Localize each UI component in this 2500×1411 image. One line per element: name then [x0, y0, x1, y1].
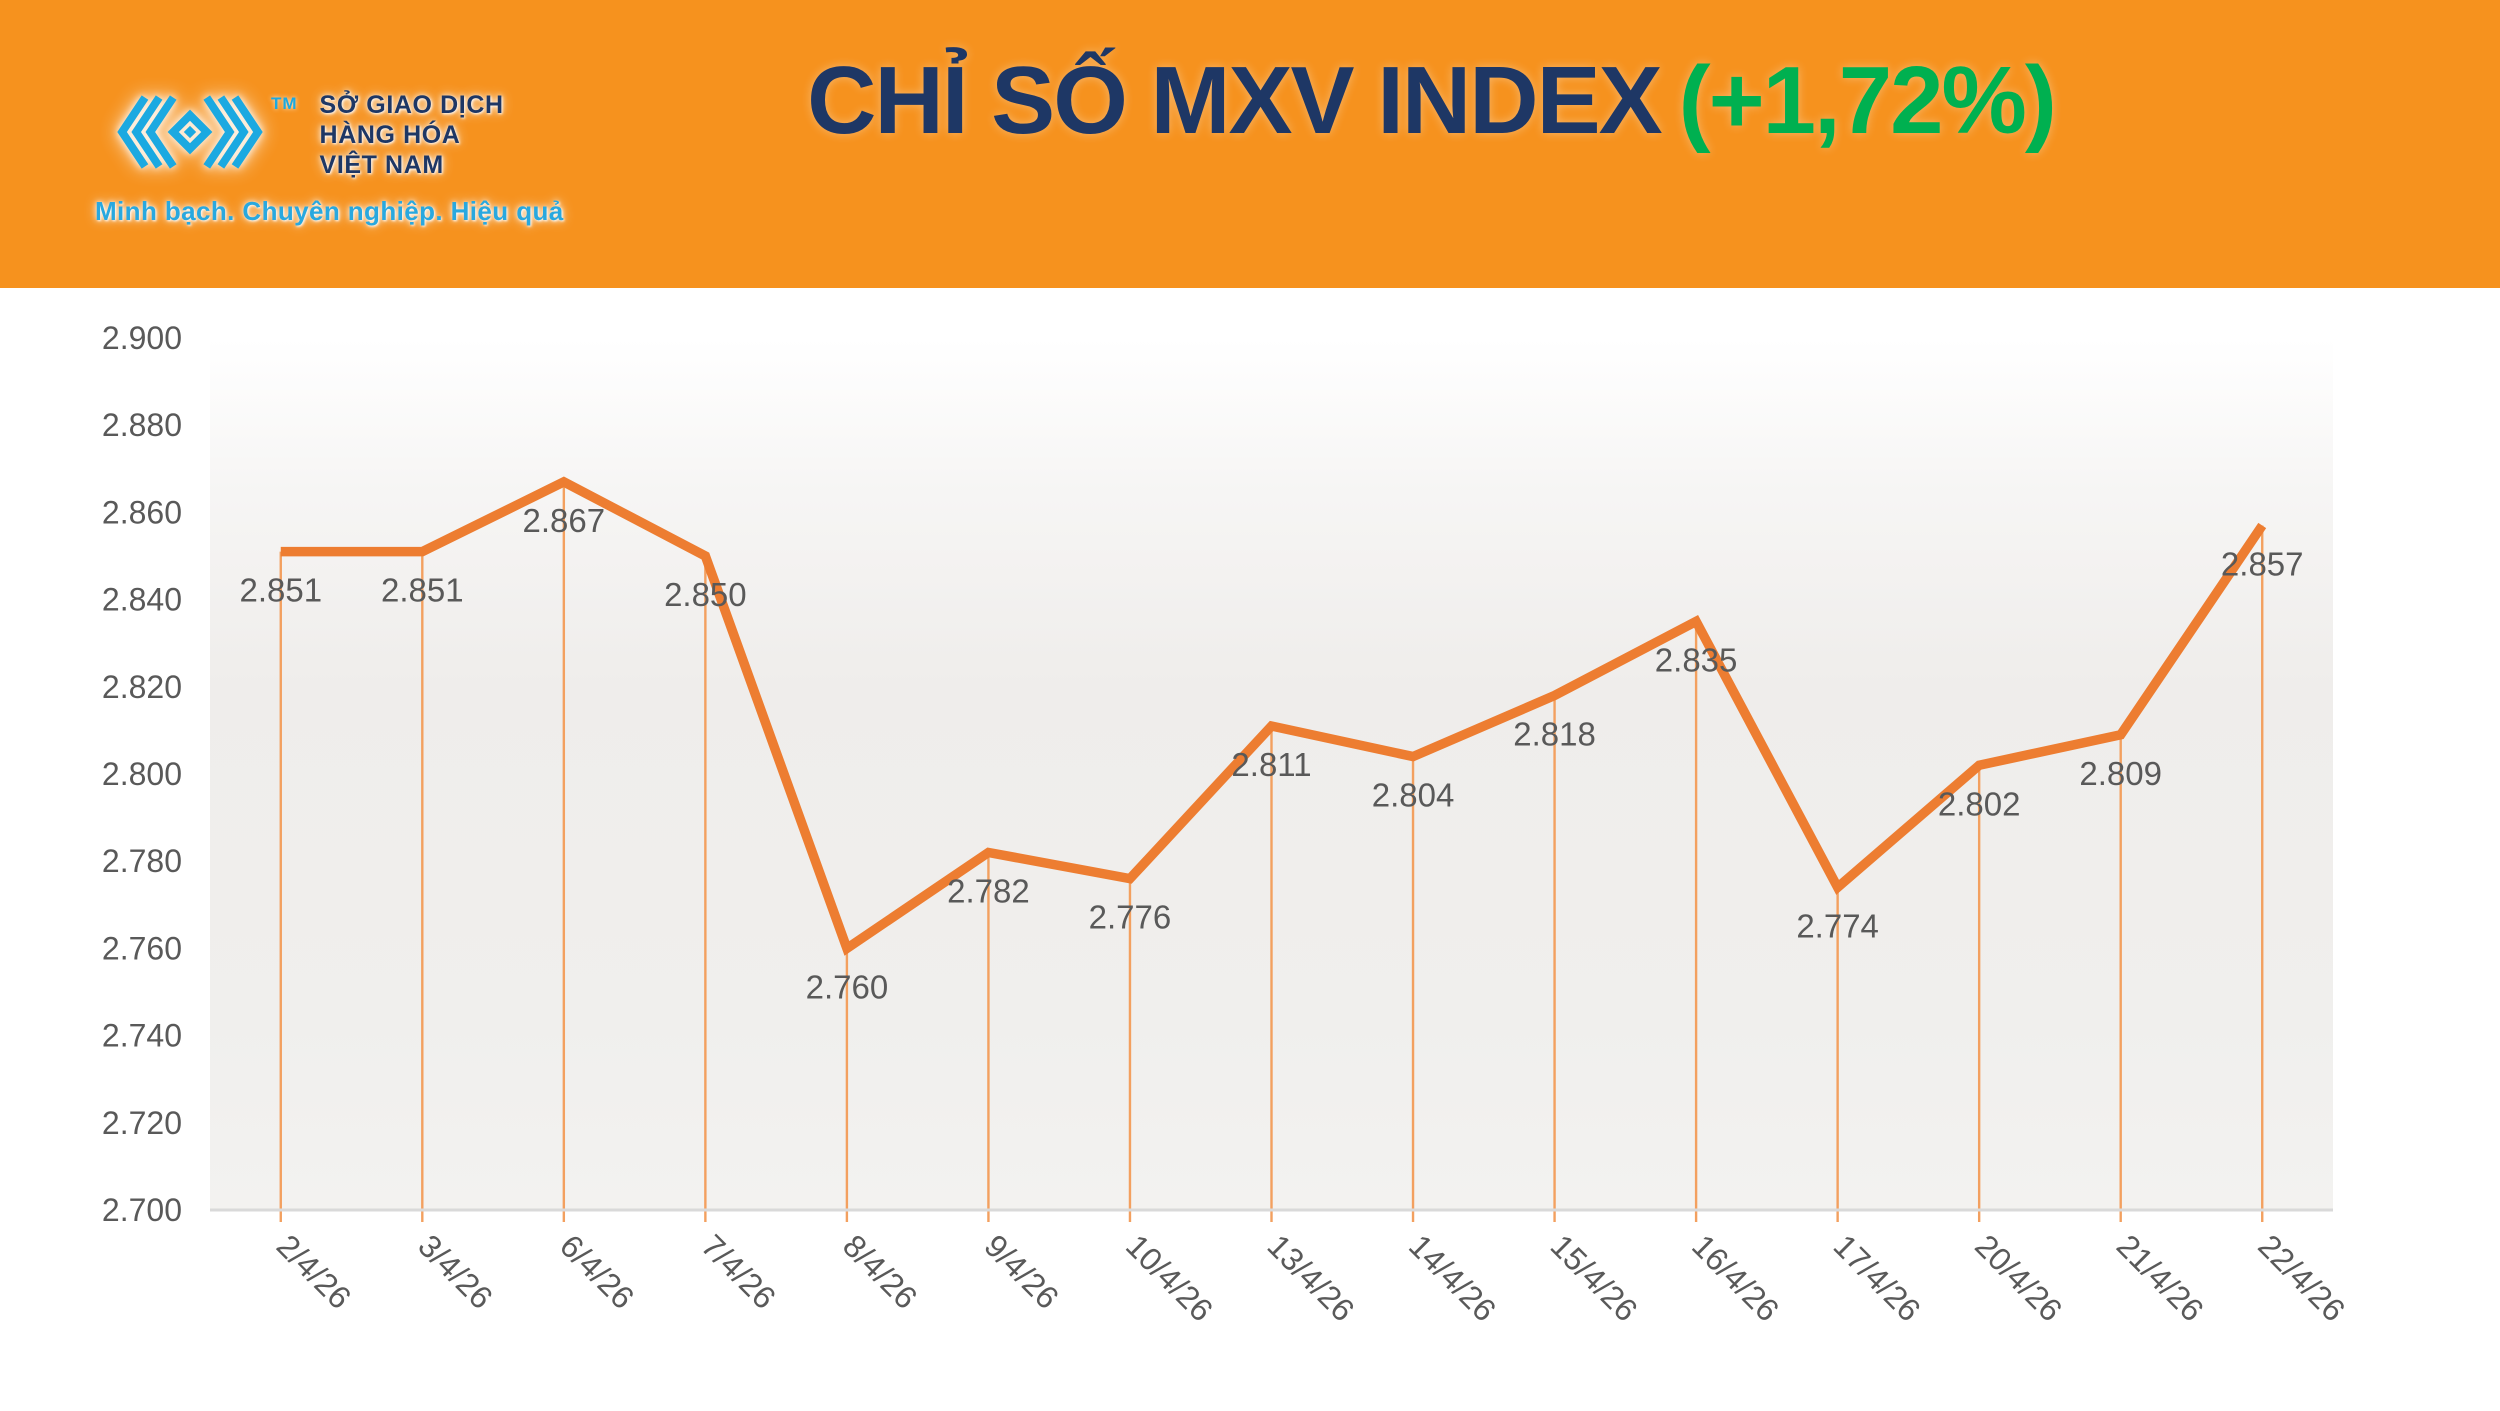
- y-axis-tick-label: 2.780: [102, 843, 182, 879]
- x-axis-date-label: 7/4/26: [694, 1227, 782, 1315]
- mxv-index-chart: 2.900 2.880 2.860 2.840 2.820 2.800 2.780 2.760…: [0, 288, 2500, 1406]
- y-axis-tick-label: 2.700: [102, 1192, 182, 1228]
- y-axis-tick-label: 2.720: [102, 1105, 182, 1141]
- logo-org-line: SỞ GIAO DỊCH: [319, 91, 504, 119]
- x-axis-date-label: 17/4/26: [1827, 1227, 1928, 1328]
- data-point-label: 2.774: [1796, 907, 1879, 944]
- y-axis-tick-label: 2.900: [102, 320, 182, 356]
- data-point-label: 2.857: [2221, 545, 2304, 582]
- page-title: CHỈ SỐ MXV INDEX (+1,72%): [807, 46, 2057, 156]
- trademark-symbol: TM: [271, 94, 298, 113]
- y-axis-tick-label: 2.740: [102, 1018, 182, 1054]
- y-axis-tick-label: 2.880: [102, 407, 182, 443]
- x-axis-date-label: 10/4/26: [1119, 1227, 1220, 1328]
- index-series-line: [280, 476, 2267, 956]
- x-axis-date-label: 8/4/26: [836, 1227, 924, 1315]
- data-point-label: 2.802: [1938, 785, 2021, 822]
- chart-canvas: 2.900 2.880 2.860 2.840 2.820 2.800 2.780 2.760…: [102, 320, 2352, 1328]
- data-point-label: 2.850: [664, 576, 747, 613]
- x-axis-date-label: 3/4/26: [411, 1227, 499, 1315]
- logo-org-line: HÀNG HÓA: [319, 121, 461, 149]
- x-axis-date-label: 14/4/26: [1402, 1227, 1503, 1328]
- data-point-label: 2.782: [947, 872, 1030, 909]
- data-point-label: 2.835: [1655, 641, 1738, 678]
- x-axis-date-label: 9/4/26: [977, 1227, 1065, 1315]
- y-axis-tick-label: 2.800: [102, 756, 182, 792]
- x-axis-date-label: 13/4/26: [1261, 1227, 1362, 1328]
- mxv-logo-mark-icon: [117, 95, 263, 169]
- x-axis-date-label: 22/4/26: [2251, 1227, 2352, 1328]
- logo-tagline: Minh bạch. Chuyên nghiệp. Hiệu quả: [95, 196, 564, 226]
- x-axis-date-label: 6/4/26: [553, 1227, 641, 1315]
- data-point-label: 2.851: [381, 572, 464, 609]
- x-axis-date-label: 16/4/26: [1685, 1227, 1786, 1328]
- y-axis-tick-label: 2.840: [102, 582, 182, 618]
- logo-org-name: SỞ GIAO DỊCH HÀNG HÓA VIỆT NAM: [320, 90, 504, 180]
- logo-org-line: VIỆT NAM: [319, 151, 444, 179]
- data-point-label: 2.760: [806, 968, 889, 1005]
- mxv-logo: TM SỞ GIAO DỊCH HÀNG HÓA VIỆT NAM Minh b…: [95, 88, 564, 227]
- y-axis-tick-label: 2.860: [102, 494, 182, 530]
- y-axis-tick-label: 2.820: [102, 669, 182, 705]
- y-axis-tick-label: 2.760: [102, 930, 182, 966]
- data-point-label: 2.809: [2079, 755, 2162, 792]
- x-axis-date-label: 20/4/26: [1968, 1227, 2069, 1328]
- x-axis-date-label: 2/4/26: [270, 1227, 358, 1315]
- x-axis-date-label: 15/4/26: [1544, 1227, 1645, 1328]
- title-text: CHỈ SỐ MXV INDEX: [807, 47, 1662, 154]
- data-point-label: 2.804: [1372, 777, 1455, 814]
- x-axis-date-label: 21/4/26: [2110, 1227, 2211, 1328]
- data-point-label: 2.776: [1089, 899, 1172, 936]
- data-point-label: 2.818: [1513, 716, 1596, 753]
- header-banner: TM SỞ GIAO DỊCH HÀNG HÓA VIỆT NAM Minh b…: [0, 0, 2500, 288]
- data-point-label: 2.811: [1231, 746, 1311, 783]
- data-point-label: 2.867: [523, 502, 606, 539]
- title-change-percent: (+1,72%): [1678, 47, 2057, 154]
- data-point-label: 2.851: [239, 572, 322, 609]
